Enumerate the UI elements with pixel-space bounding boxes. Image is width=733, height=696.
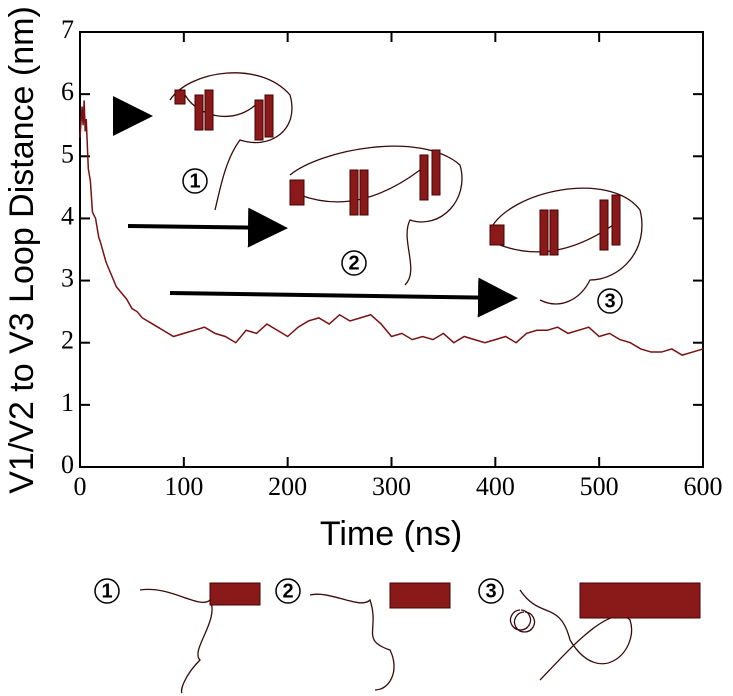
y-tick-label: 0 [61,450,74,479]
protein-structures [139,72,701,694]
x-axis-label: Time (ns) [320,515,462,553]
annotation: 1 [189,170,200,192]
y-tick-label: 7 [61,15,74,44]
annotation: 3 [485,580,496,602]
x-tick-label: 200 [268,472,307,501]
data-line [79,100,704,356]
plot-area: 0 1 2 3 4 5 6 7 0 100 200 300 400 500 600 [61,15,723,501]
y-tick-label: 6 [61,77,74,106]
x-tick-label: 600 [684,472,723,501]
x-tick-label: 0 [74,472,87,501]
x-tick-label: 500 [580,472,619,501]
plot-frame [79,31,704,468]
annotation: 2 [282,580,293,602]
x-tick-label: 300 [372,472,411,501]
arrow [169,277,518,318]
y-tick-label: 1 [61,388,74,417]
y-tick-label: 4 [61,201,74,230]
arrow [127,207,288,248]
annotation: 2 [348,252,359,274]
arrows [113,96,518,318]
y-tick-label: 5 [61,139,74,168]
x-tick-label: 400 [476,472,515,501]
annotation: 3 [604,290,615,312]
circled-labels: 1 2 3 1 2 3 [94,168,623,604]
y-axis-label: V1/V2 to V3 Loop Distance (nm) [3,6,41,494]
annotation: 1 [101,580,112,602]
y-tick-label: 2 [61,326,74,355]
x-tick-label: 100 [164,472,203,501]
y-tick-label: 3 [61,264,74,293]
